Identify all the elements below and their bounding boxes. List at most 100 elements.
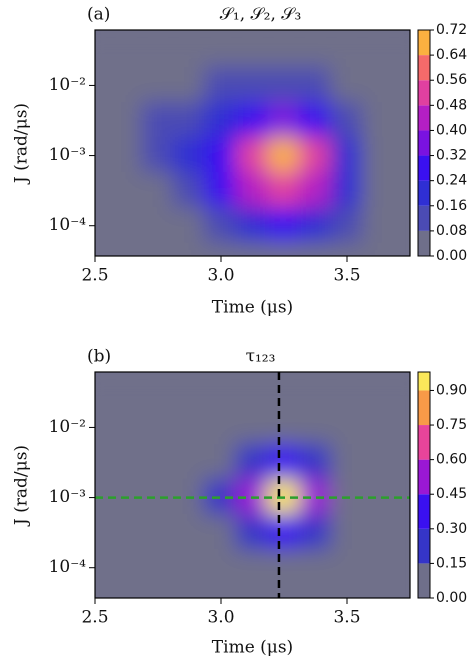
contour-cell (109, 207, 144, 245)
contour-cell (141, 101, 175, 140)
contour-cell (204, 549, 238, 587)
colorbar-band (418, 459, 430, 495)
contour-cell (95, 373, 112, 411)
contour-cell (267, 514, 301, 552)
contour-cell (361, 584, 396, 598)
colorbar-band (418, 130, 430, 156)
contour-cell (267, 549, 301, 587)
contour-cell (109, 514, 144, 552)
y-tick-label: 10⁻³ (49, 145, 86, 165)
contour-cell (267, 242, 301, 256)
contour-cell (361, 207, 396, 245)
colorbar-band (418, 563, 430, 598)
colorbar-band (418, 80, 430, 106)
colorbar-tick-label: 0.00 (436, 590, 467, 606)
colorbar-tick-label: 0.08 (436, 223, 467, 239)
contour-cell (267, 137, 301, 175)
contour-cell (172, 549, 207, 587)
y-tick-label: 10⁻² (49, 75, 86, 95)
colorbar-tick-label: 0.48 (436, 97, 467, 113)
contour-cell (330, 549, 364, 587)
contour-cell (361, 514, 396, 552)
contour-cell (109, 137, 144, 175)
contour-cell (204, 584, 238, 598)
contour-cell (172, 408, 207, 446)
colorbar-tick-label: 0.90 (436, 382, 467, 398)
contour-cell (172, 207, 207, 245)
contour-cell (141, 514, 175, 552)
contour-cell (235, 373, 270, 411)
contour-cell (393, 373, 410, 411)
contour-cell (204, 408, 238, 446)
contour-cell (393, 207, 410, 245)
x-tick-label: 3.0 (207, 608, 234, 628)
x-tick-label: 3.5 (333, 608, 360, 628)
contour-cell (298, 373, 333, 411)
contour-cell (298, 101, 333, 140)
contour-cell (298, 408, 333, 446)
contour-cell (172, 584, 207, 598)
contour-cell (330, 101, 364, 140)
contour-cell (204, 242, 238, 256)
colorbar-band (418, 180, 430, 206)
colorbar-tick-label: 0.64 (436, 47, 467, 63)
contour-cell (267, 443, 301, 482)
contour-cell (141, 31, 175, 69)
contour-cell (172, 242, 207, 256)
contour-cell (204, 514, 238, 552)
contour-cell (361, 408, 396, 446)
contour-cell (204, 101, 238, 140)
x-tick-label: 3.0 (207, 266, 234, 286)
colorbar-band (418, 372, 430, 391)
contour-cell (95, 31, 112, 69)
contour-cell (361, 443, 396, 482)
colorbar-band (418, 494, 430, 529)
y-tick-label: 10⁻³ (49, 487, 86, 507)
contour-cell (109, 101, 144, 140)
contour-cell (95, 172, 112, 210)
contour-cell (141, 172, 175, 210)
contour-cell (330, 408, 364, 446)
contour-cell (267, 207, 301, 245)
colorbar-band (418, 390, 430, 426)
contour-cell (204, 443, 238, 482)
contour-cell (361, 479, 396, 517)
contour-cell (361, 31, 396, 69)
plot-frame (94, 29, 411, 257)
y-axis-label: J (rad/μs) (12, 445, 32, 527)
contour-cell (172, 443, 207, 482)
contour-cell (393, 31, 410, 69)
contour-cell (95, 443, 112, 482)
y-tick-label: 10⁻⁴ (49, 557, 87, 577)
contour-cell (141, 584, 175, 598)
contour-cell (298, 242, 333, 256)
contour-cell (298, 172, 333, 210)
contour-cell (172, 31, 207, 69)
colorbar-band (418, 230, 430, 256)
colorbar-tick-label: 0.16 (436, 198, 467, 214)
contour-cell (267, 66, 301, 104)
contour-cell (109, 373, 144, 411)
contour-cell (95, 549, 112, 587)
contour-cell (172, 373, 207, 411)
contour-cell (393, 584, 410, 598)
contour-cell (95, 408, 112, 446)
panel-label: (b) (87, 347, 111, 367)
contour-cell (109, 549, 144, 587)
colorbar-tick-label: 0.15 (436, 555, 467, 571)
field-clip (95, 31, 410, 256)
panel: 2.5 3.0 3.5 10⁻⁴ 10⁻³ 10⁻² Time (μs) J (rad/μs)… (12, 347, 468, 658)
contour-cell (330, 514, 364, 552)
contour-cell (95, 479, 112, 517)
contour-cell (109, 66, 144, 104)
contour-cell (330, 207, 364, 245)
contour-cell (298, 66, 333, 104)
contour-cell (361, 172, 396, 210)
contour-cell (267, 408, 301, 446)
contour-cell (95, 137, 112, 175)
contour-cell (393, 443, 410, 482)
contour-cell (298, 514, 333, 552)
contour-cell (361, 137, 396, 175)
